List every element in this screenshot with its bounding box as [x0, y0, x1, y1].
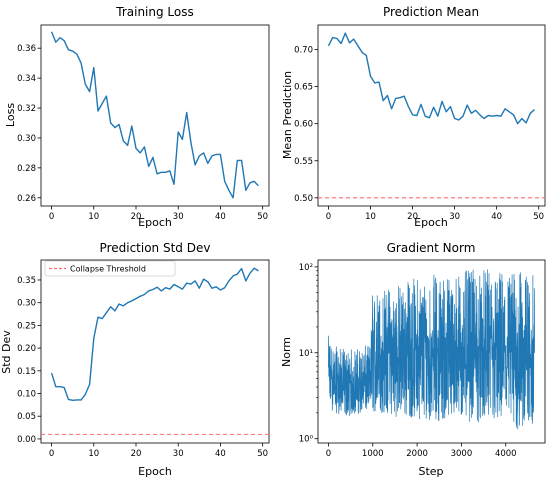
y-tick-label: 0.35: [17, 276, 36, 286]
x-tick-label: 0: [326, 212, 331, 222]
panel-prediction-mean: Prediction Mean 0 10 20 30 40 500.500.550.600…: [281, 5, 546, 229]
x-tick-label: 40: [215, 212, 226, 222]
panel-title: Prediction Std Dev: [100, 241, 211, 255]
y-tick-label: 0.36: [17, 44, 36, 54]
y-tick-label: 0.00: [17, 435, 36, 445]
x-axis-label: Step: [418, 465, 443, 478]
y-tick-label: 0.30: [17, 299, 36, 309]
y-axis-label: Mean Prediction: [281, 71, 294, 159]
series-line: [50, 267, 259, 401]
x-axis-label: Epoch: [138, 216, 172, 229]
x-tick-label: 50: [257, 449, 268, 459]
y-tick-label: 10⁰: [299, 435, 314, 445]
x-tick-label: 40: [215, 449, 226, 459]
y-axis-label: Loss: [4, 103, 17, 127]
y-tick-label: 0.26: [17, 194, 36, 204]
x-tick-label: 3000: [451, 449, 473, 459]
series-line: [328, 269, 535, 430]
x-tick-label: 30: [449, 212, 460, 222]
panel-training-loss: Training Loss 0 10 20 30 40 50 0.26 0.28 0.30 0.3…: [4, 5, 270, 229]
plot-frame: [40, 24, 270, 207]
legend: Collapse Threshold: [44, 260, 176, 277]
plot-frame: [40, 259, 270, 444]
panel-prediction-std-dev: Prediction Std Dev 0 10 20 30 40 50 0.00 0.05 0.…: [0, 241, 270, 478]
x-tick-label: 10: [365, 212, 376, 222]
series-line: [50, 31, 259, 199]
y-tick-label: 0.55: [294, 157, 313, 167]
panel-title: Prediction Mean: [383, 5, 479, 19]
x-tick-label: 20: [131, 212, 142, 222]
series-line: [327, 32, 535, 125]
plot-frame: [317, 24, 546, 207]
ticks: 0 10 20 30 40 50 0.26 0.28 0.30 0.32 0.34 0.36: [17, 44, 268, 222]
y-tick-label: 0.15: [17, 367, 36, 377]
x-tick-label: 4000: [495, 449, 517, 459]
x-tick-label: 2000: [406, 449, 428, 459]
x-tick-label: 20: [131, 449, 142, 459]
legend-label: Collapse Threshold: [70, 265, 146, 274]
series-lines: [50, 31, 259, 199]
y-tick-label: 0.32: [17, 104, 36, 114]
panel-gradient-norm: Gradient Norm 0 1000 2000 3000 4000 10⁰ 10¹ 10²…: [280, 241, 546, 478]
panel-title: Training Loss: [115, 5, 193, 19]
y-tick-label: 0.50: [294, 194, 313, 204]
y-tick-label: 0.60: [294, 120, 313, 130]
plot-frame: [317, 259, 546, 444]
y-tick-label: 0.05: [17, 412, 36, 422]
y-tick-label: 0.70: [294, 45, 313, 55]
series-lines: [328, 269, 535, 430]
ticks: 0 10 20 30 40 50 0.00 0.05 0.10 0.15 0.20 0.25 0.30 0…: [17, 276, 268, 459]
y-tick-label: 0.20: [17, 344, 36, 354]
x-tick-label: 30: [173, 449, 184, 459]
series-lines: [318, 32, 545, 199]
x-tick-label: 40: [491, 212, 502, 222]
x-tick-label: 30: [173, 212, 184, 222]
y-tick-label: 0.34: [17, 74, 36, 84]
legend-box: [44, 260, 176, 277]
x-tick-label: 50: [533, 212, 544, 222]
x-tick-label: 0: [49, 449, 54, 459]
x-tick-label: 0: [326, 449, 331, 459]
y-tick-label: 0.65: [294, 83, 313, 93]
panel-title: Gradient Norm: [387, 241, 476, 255]
y-tick-label: 10¹: [299, 349, 313, 359]
y-axis-label: Norm: [280, 337, 293, 367]
x-tick-label: 10: [88, 449, 99, 459]
x-axis-label: Epoch: [138, 465, 172, 478]
y-tick-label: 10²: [299, 263, 313, 273]
x-tick-label: 20: [407, 212, 418, 222]
y-tick-label: 0.25: [17, 321, 36, 331]
ticks: 0 10 20 30 40 50 0.50 0.55 0.60 0.65 0.70: [294, 45, 544, 222]
y-axis-label: Std Dev: [0, 330, 13, 374]
x-tick-label: 10: [88, 212, 99, 222]
x-tick-label: 0: [49, 212, 54, 222]
x-axis-label: Epoch: [414, 216, 448, 229]
ticks: 0 1000 2000 3000 4000 10⁰ 10¹ 10²: [299, 263, 517, 459]
series-lines: [41, 267, 269, 435]
y-tick-label: 0.30: [17, 134, 36, 144]
y-tick-label: 0.10: [17, 390, 36, 400]
x-tick-label: 50: [257, 212, 268, 222]
y-tick-label: 0.28: [17, 164, 36, 174]
x-tick-label: 1000: [362, 449, 384, 459]
